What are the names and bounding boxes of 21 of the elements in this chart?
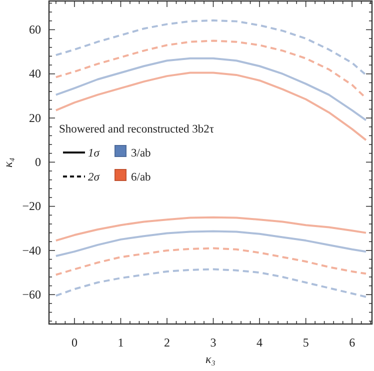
legend-label: 3/ab xyxy=(131,148,152,160)
x-axis-title: κ₃ xyxy=(206,352,216,366)
y-axis-title: κ₄ xyxy=(1,158,15,168)
x-tick-label: 1 xyxy=(118,336,124,350)
annotation: 1σ xyxy=(88,148,101,160)
y-tick-label: −60 xyxy=(22,287,41,302)
y-tick-label: 40 xyxy=(29,66,41,81)
y-tick-label: 60 xyxy=(29,22,41,37)
y-tick-label: 20 xyxy=(29,110,41,125)
annotation: 2σ xyxy=(88,172,101,184)
x-tick-label: 0 xyxy=(71,336,78,350)
legend-title: Showered and reconstructed 3b2τ xyxy=(59,124,214,136)
x-tick-label: 5 xyxy=(302,336,309,350)
y-tick-label: −40 xyxy=(22,243,41,258)
legend-label: 6/ab xyxy=(131,172,152,184)
x-tick-label: 2 xyxy=(164,336,170,350)
y-tick-label: 0 xyxy=(35,155,41,170)
x-tick-label: 4 xyxy=(256,336,263,350)
x-tick-label: 3 xyxy=(210,336,216,350)
y-tick-label: −20 xyxy=(22,199,41,214)
x-tick-label: 6 xyxy=(349,336,356,350)
